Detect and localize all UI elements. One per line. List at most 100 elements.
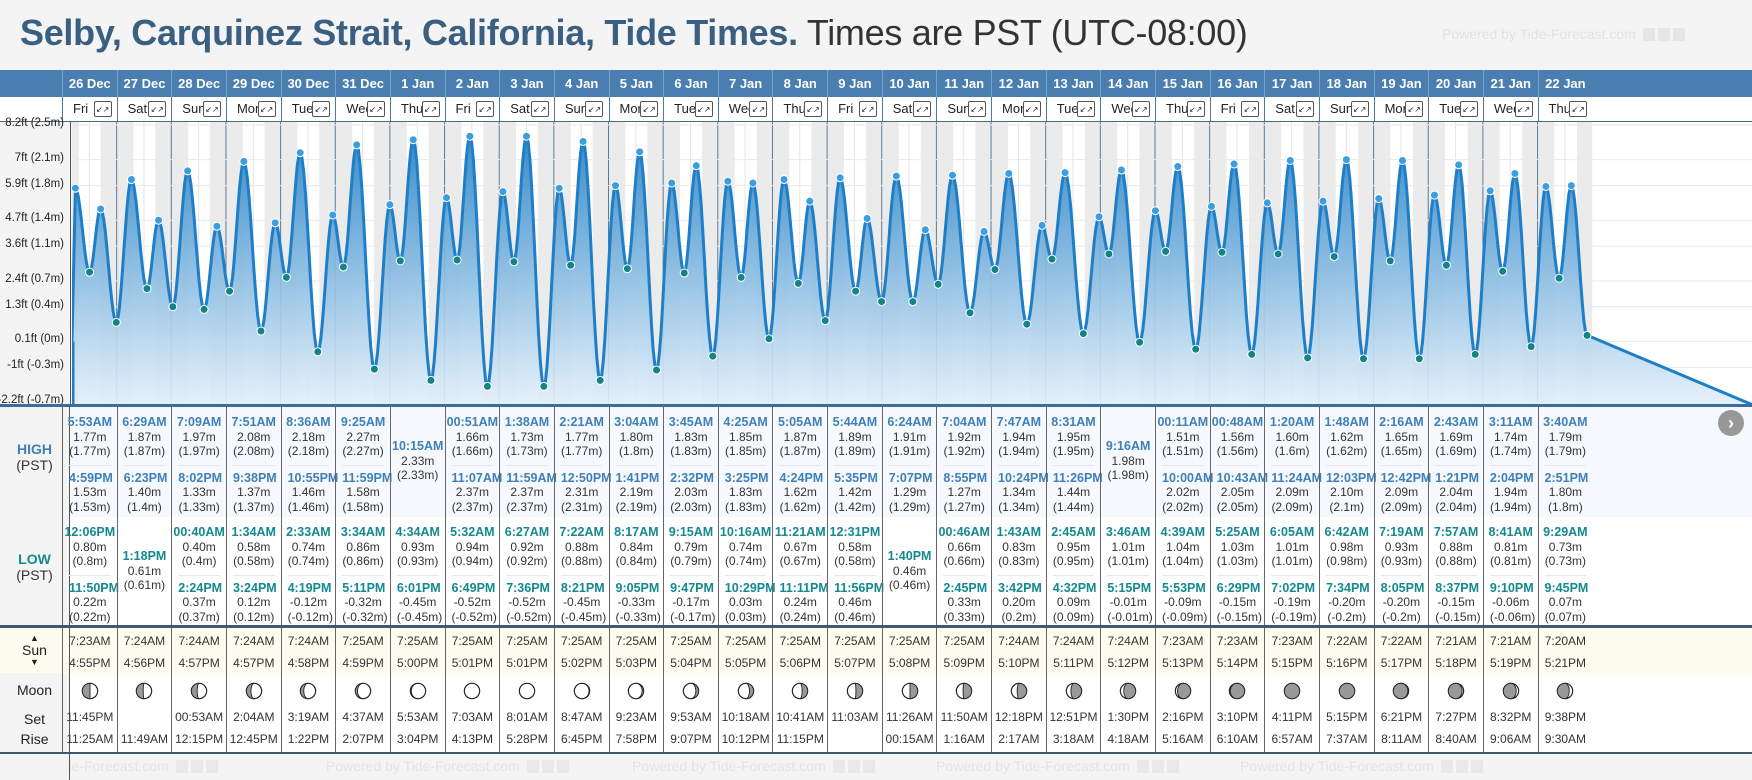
low-tide-point [764,334,774,344]
expand-day-button[interactable]: ↙↗ [1295,101,1314,117]
tide-height-alt: (-0.2m) [1382,609,1421,624]
tide-event: 11:50PM 0.22m (0.22m) [69,574,119,625]
tide-time: 7:34PM [1325,580,1370,595]
tide-time: 7:47AM [996,415,1042,429]
tide-time: 5:44AM [832,415,878,429]
weekday-cell: Sun ↙↗ [1318,97,1374,121]
tide-height-alt: (1.01m) [1107,554,1149,568]
low-tide-point [965,308,975,318]
high-tide-cell: 4:25AM 1.85m (1.85m) 3:25PM 1.83m (1.83m) [717,407,773,517]
expand-day-button[interactable]: ↙↗ [202,101,221,117]
tide-time: 7:07PM [888,470,933,485]
tide-time: 1:34AM [231,525,276,539]
expand-day-button[interactable]: ↙↗ [694,101,713,117]
expand-day-button[interactable]: ↙↗ [749,101,768,117]
sun-label: Sun [22,642,47,658]
scroll-right-button[interactable]: › [1718,410,1744,436]
weekday-cell: Wed ↙↗ [1100,97,1155,121]
expand-day-button[interactable]: ↙↗ [1405,101,1424,117]
low-tide-cell: 4:34AM 0.93m (0.93m) 6:01PM -0.45m (-0.45m) [389,517,445,625]
low-tide-point [622,264,632,274]
expand-day-button[interactable]: ↙↗ [1131,101,1150,117]
tide-time: 2:16AM [1379,415,1424,429]
expand-day-button[interactable]: ↙↗ [257,101,276,117]
weekday-label: Tue [1056,101,1079,116]
tide-height-alt: (0.93m) [1380,554,1423,568]
expand-day-button[interactable]: ↙↗ [1186,101,1205,117]
tide-height: 1.27m [947,485,981,499]
tide-height: -0.12m [289,595,328,609]
expand-day-button[interactable]: ↙↗ [1022,101,1041,117]
tide-height: 1.62m [1330,429,1364,444]
weekday-cell: Tue ↙↗ [280,97,336,121]
tide-height: -0.15m [1218,595,1257,609]
high-tide-cell: 6:29AM 1.87m (1.87m) 6:23PM 1.40m (1.4m) [116,407,172,517]
tide-event: 8:02PM 1.33m (1.33m) [178,464,222,515]
tide-time: 7:36PM [506,580,550,595]
expand-day-button[interactable]: ↙↗ [804,101,823,117]
tide-height-alt: (1.66m) [451,444,494,458]
tide-height: 0.03m [728,595,763,609]
tide-height: 0.73m [1548,539,1583,554]
date-header: 4 Jan [553,70,609,97]
tide-height: 1.87m [127,429,162,444]
tide-height-alt: (2.02m) [1162,499,1204,514]
tide-height: 1.94m [1002,429,1036,444]
expand-day-button[interactable]: ↙↗ [858,101,877,117]
tide-height-alt: (1.01m) [1271,554,1313,568]
tide-time: 6:29PM [1216,580,1261,595]
low-tide-point [708,351,718,361]
sun-cell: 7:25AM 5:01PM [499,628,554,673]
moon-phase-icon [1010,682,1028,700]
tide-event: 1:21PM 2.04m (2.04m) [1435,464,1479,515]
expand-day-button[interactable]: ↙↗ [93,101,112,117]
sunset-time: 5:10PM [998,656,1040,670]
high-tide-point [183,166,193,176]
expand-day-button[interactable]: ↙↗ [530,101,549,117]
expand-day-button[interactable]: ↙↗ [1350,101,1369,117]
expand-day-button[interactable]: ↙↗ [1459,101,1478,117]
expand-day-button[interactable]: ↙↗ [476,101,495,117]
tide-height-alt: (0.46m) [888,578,931,592]
date-header: 27 Dec [116,70,172,97]
expand-day-button[interactable]: ↙↗ [421,101,440,117]
tide-height: 2.04m [1439,485,1473,499]
expand-icon: ↙↗ [1571,105,1585,114]
powered-by-watermark: Powered by Tide-Forecast.com [936,758,1179,774]
expand-day-button[interactable]: ↙↗ [640,101,659,117]
expand-day-button[interactable]: ↙↗ [1514,101,1533,117]
tide-height-alt: (2.33m) [397,468,439,482]
expand-day-button[interactable]: ↙↗ [366,101,385,117]
tide-height-alt: (1.53m) [69,499,111,514]
powered-by-link[interactable]: Powered by Tide-Forecast.com [1442,26,1685,42]
tide-event: 4:25AM 1.85m (1.85m) [719,407,773,459]
weekday-label: Sun [1329,101,1354,116]
high-tide-point [1454,160,1464,170]
low-tide-cell: 1:34AM 0.58m (0.58m) 3:24PM 0.12m (0.12m) [225,517,281,625]
tide-height-alt: (1.83m) [670,444,712,458]
expand-icon: ↙↗ [205,105,219,114]
tide-height: 2.09m [1384,485,1419,499]
high-tide-cell: 2:43AM 1.69m (1.69m) 1:21PM 2.04m (2.04m) [1428,407,1483,517]
low-tide-point [1303,353,1313,363]
expand-day-button[interactable]: ↙↗ [148,101,167,117]
expand-day-button[interactable]: ↙↗ [968,101,987,117]
high-tz-label: (PST) [16,457,53,473]
low-tide-cell: 11:21AM 0.67m (0.67m) 11:11PM 0.24m (0.24m) [772,517,829,625]
expand-day-button[interactable]: ↙↗ [312,101,331,117]
tide-height: -0.52m [508,595,546,609]
tide-height-alt: (0.94m) [451,554,494,568]
expand-day-button[interactable]: ↙↗ [585,101,604,117]
date-header-row [0,70,1752,97]
sunset-time: 5:18PM [1435,656,1477,670]
low-tide-cell: 1:40PM 0.46m (0.46m) [881,517,937,625]
expand-day-button[interactable]: ↙↗ [913,101,932,117]
expand-day-button[interactable]: ↙↗ [1077,101,1096,117]
tide-height-alt: (-0.17m) [670,609,716,624]
weekday-cell: Fri ↙↗ [1209,97,1265,121]
expand-day-button[interactable]: ↙↗ [1241,101,1260,117]
high-tide-point [1262,198,1272,208]
expand-day-button[interactable]: ↙↗ [1569,101,1588,117]
weekday-label: Fri [838,101,854,116]
sunset-arrow-icon: ▼ [30,657,39,667]
